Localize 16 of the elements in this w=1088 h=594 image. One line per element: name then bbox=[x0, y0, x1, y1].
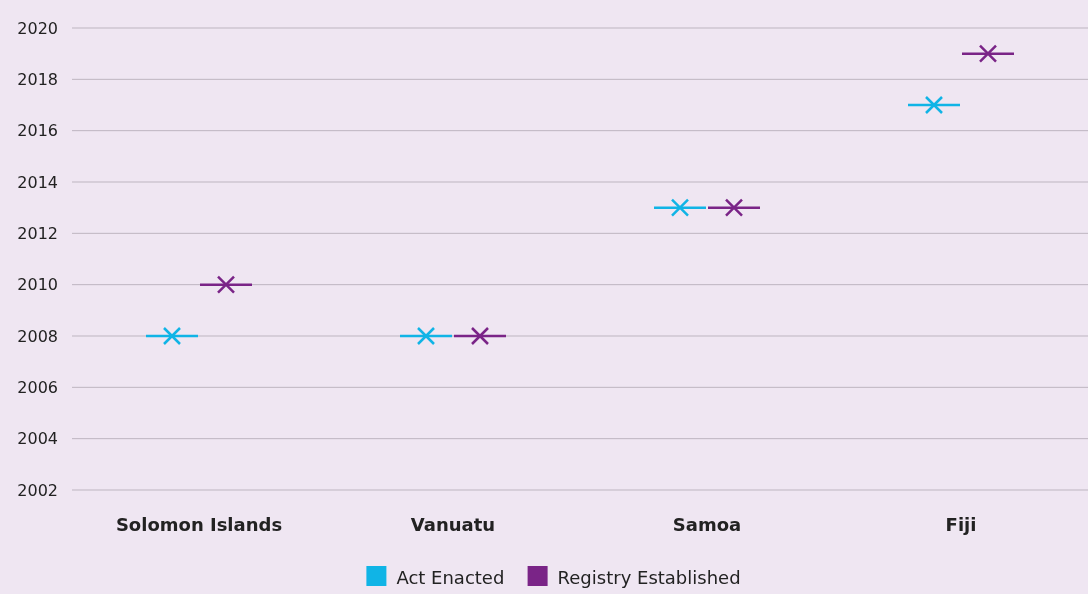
y-tick-label: 2010 bbox=[17, 275, 58, 295]
y-tick-label: 2004 bbox=[17, 429, 58, 449]
y-tick-label: 2008 bbox=[17, 326, 58, 346]
x-tick-label: Vanuatu bbox=[410, 514, 496, 535]
x-tick-label: Samoa bbox=[672, 514, 742, 535]
x-tick-label: Fiji bbox=[945, 514, 977, 535]
y-tick-label: 2014 bbox=[17, 172, 58, 192]
y-tick-label: 2016 bbox=[17, 121, 58, 141]
x-tick-label: Solomon Islands bbox=[115, 514, 283, 535]
legend-label: Registry Established bbox=[557, 567, 741, 588]
y-tick-label: 2018 bbox=[17, 69, 58, 89]
legend-label: Act Enacted bbox=[396, 567, 505, 588]
y-tick-label: 2006 bbox=[17, 377, 58, 397]
y-tick-label: 2002 bbox=[17, 480, 58, 500]
y-tick-label: 2020 bbox=[17, 18, 58, 38]
y-tick-label: 2012 bbox=[17, 223, 58, 243]
